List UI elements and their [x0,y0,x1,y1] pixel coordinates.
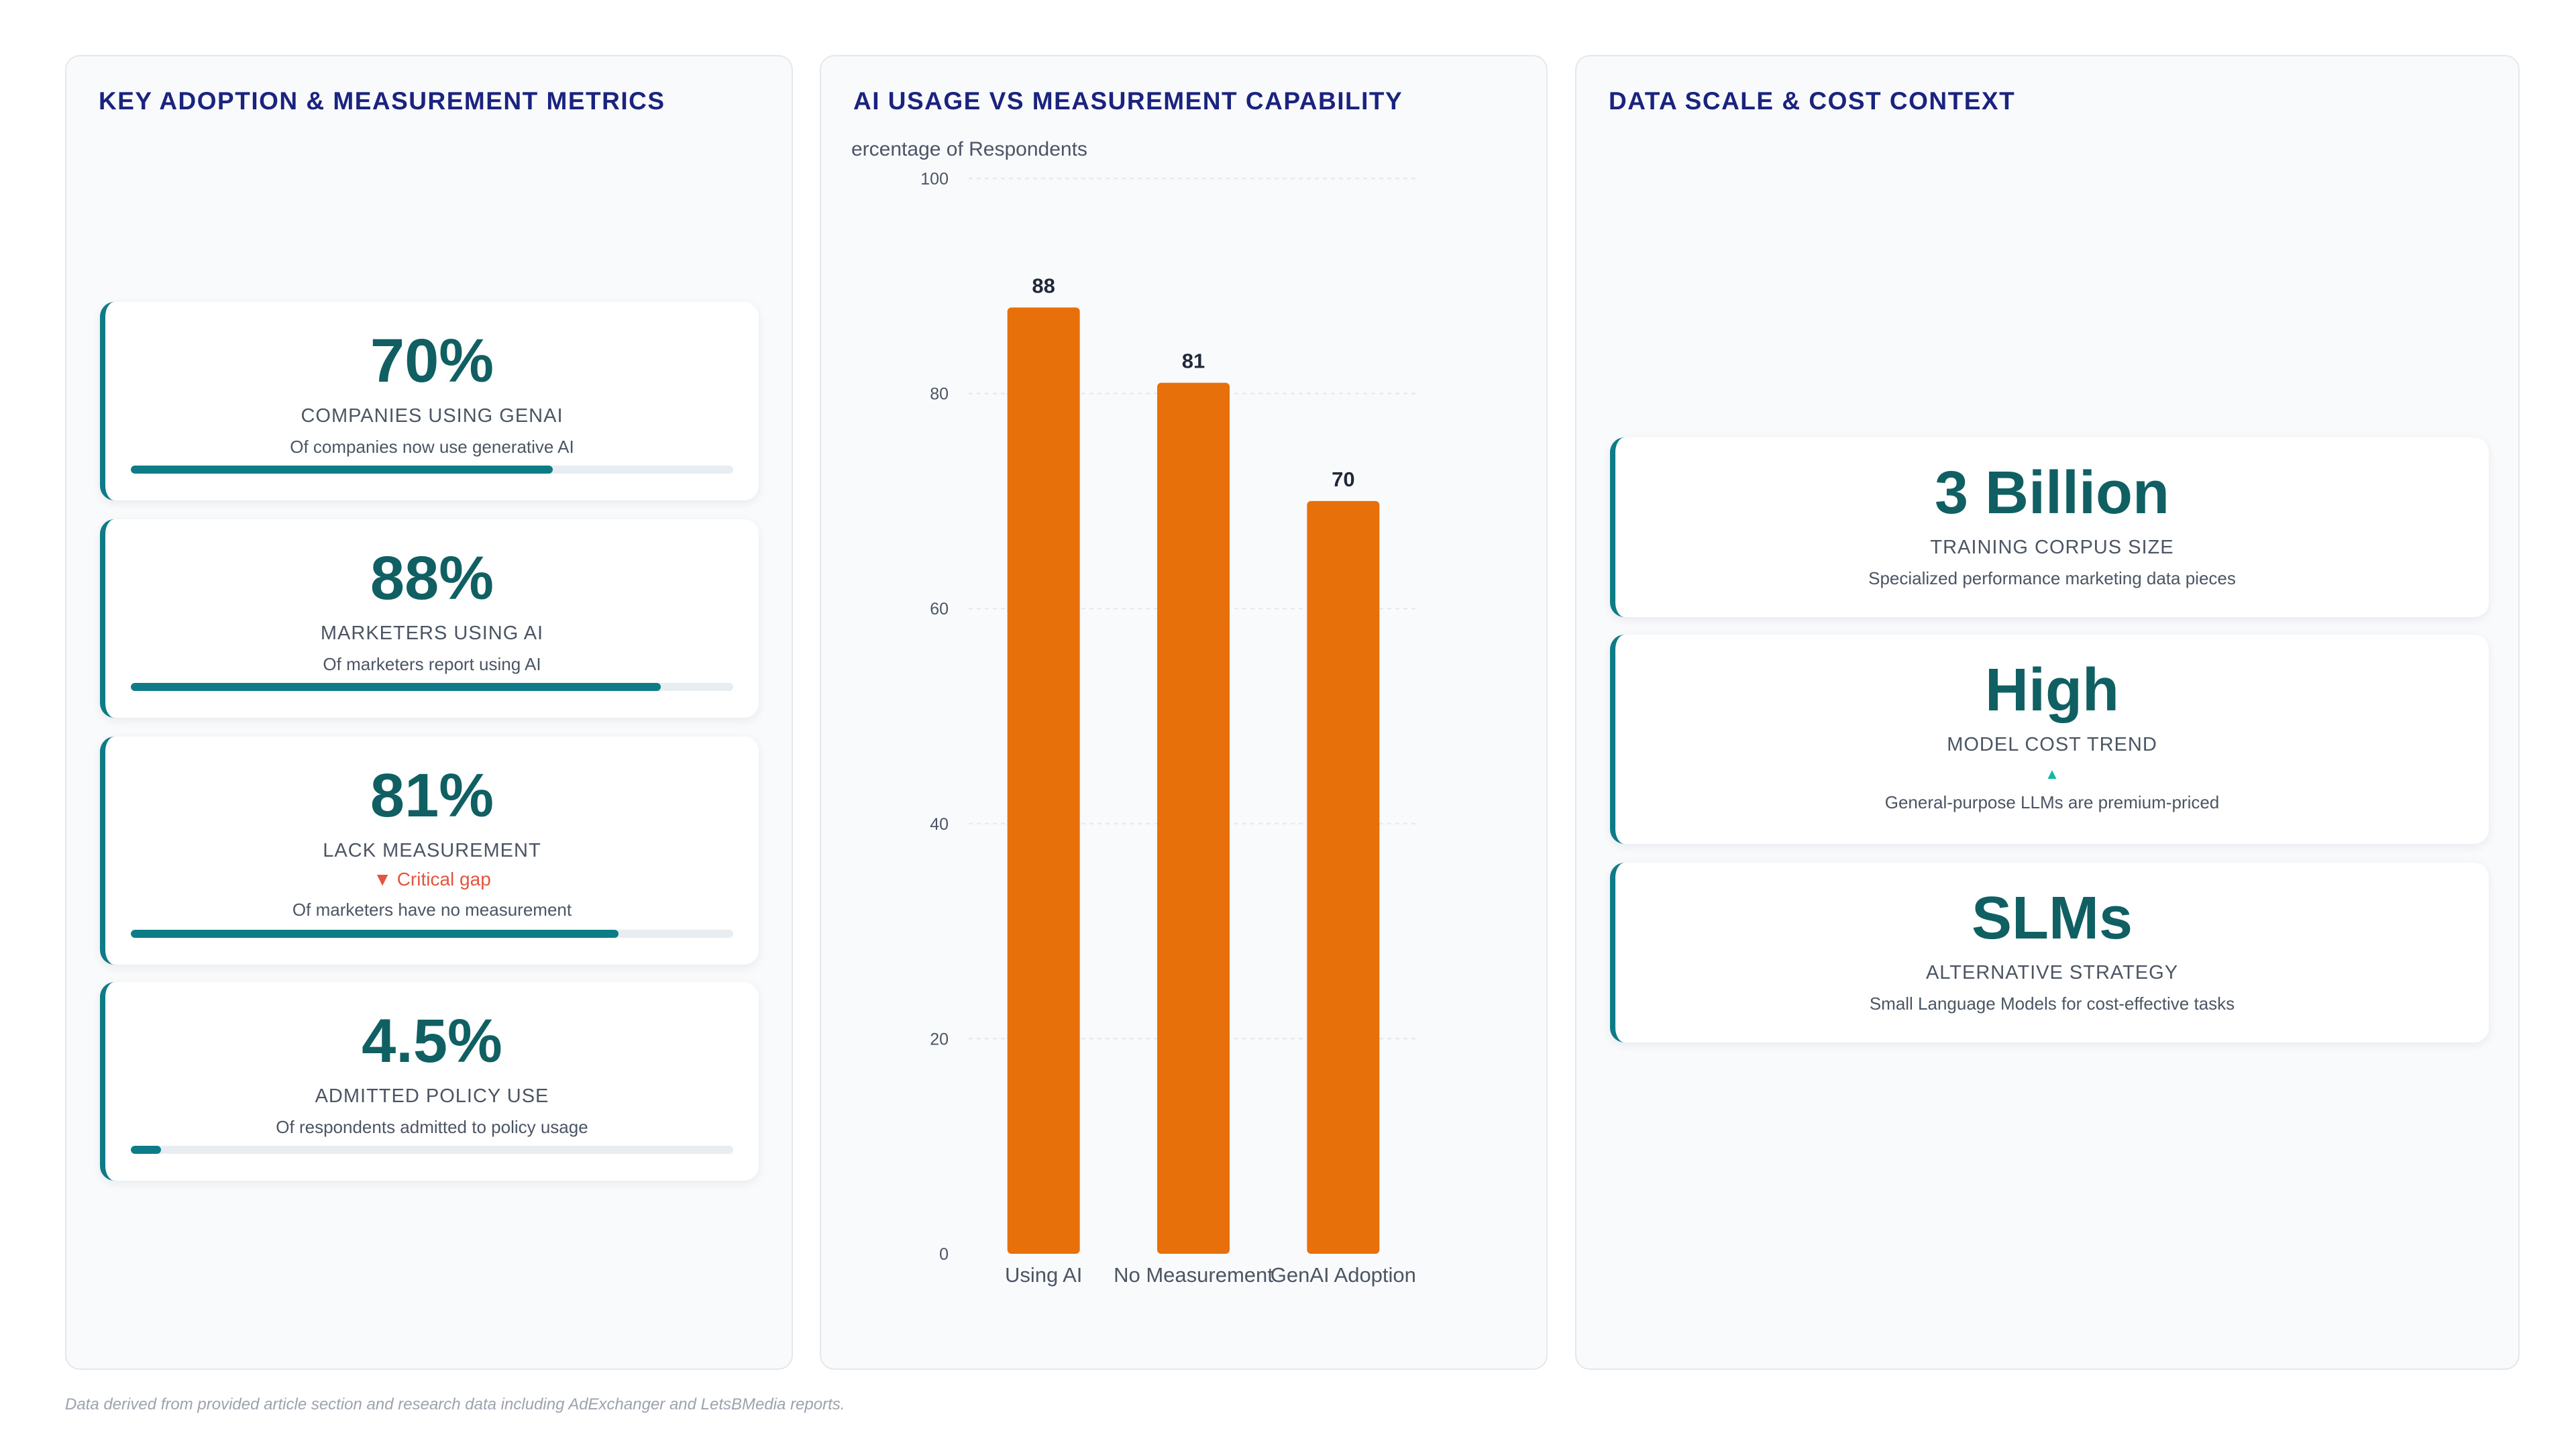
metric-value: 88% [370,544,494,612]
y-tick-label: 0 [939,1245,949,1264]
metric-label: LACK MEASUREMENT [323,840,541,861]
y-tick-label: 60 [930,600,949,619]
metric-description: Small Language Models for cost-effective… [1869,994,2235,1014]
metric-card-lack-measurement: 81% LACK MEASUREMENT ▼ Critical gap Of m… [100,737,759,965]
metric-description: Of respondents admitted to policy usage [276,1117,588,1137]
metric-card-alternative-strategy: SLMs ALTERNATIVE STRATEGY Small Language… [1610,863,2489,1042]
metric-label: TRAINING CORPUS SIZE [1930,537,2174,558]
metric-card-training-corpus: 3 Billion TRAINING CORPUS SIZE Specializ… [1610,437,2489,617]
metric-description: Of companies now use generative AI [290,437,574,457]
metric-description: General-purpose LLMs are premium-priced [1884,792,2220,812]
metric-value: SLMs [1971,885,2133,952]
metric-label: MODEL COST TREND [1947,734,2157,755]
y-tick-label: 100 [920,170,949,189]
y-tick-label: 80 [930,385,949,404]
metric-label: ADMITTED POLICY USE [315,1085,549,1107]
panel-title: DATA SCALE & COST CONTEXT [1609,87,2016,115]
metric-value: High [1985,657,2119,724]
x-tick-label: Using AI [1005,1263,1082,1287]
bar [1007,307,1080,1254]
trend-up-icon: ▲ [2045,765,2059,782]
metric-description: Of marketers have no measurement [292,900,572,920]
bar [1157,382,1230,1254]
metric-card-marketers-ai: 88% MARKETERS USING AI Of marketers repo… [100,519,759,718]
data-label: 88 [1032,274,1055,297]
progress-fill [131,1146,161,1154]
progress-bar [131,1146,733,1154]
metric-card-companies-genai: 70% COMPANIES USING GENAI Of companies n… [100,302,759,500]
y-tick-label: 20 [930,1030,949,1049]
metric-value: 4.5% [362,1007,502,1075]
bar-chart: ercentage of Respondents 0 20 40 60 80 100 88 Us… [851,138,1418,1287]
critical-gap-alert: ▼ Critical gap [373,869,491,890]
metric-description: Specialized performance marketing data p… [1868,568,2236,588]
source-footnote: Data derived from provided article secti… [65,1395,845,1413]
usage-chart-panel: AI USAGE VS MEASUREMENT CAPABILITY ercen… [820,55,1548,1370]
panel-title: AI USAGE VS MEASUREMENT CAPABILITY [853,87,1403,115]
metric-value: 3 Billion [1934,460,2170,527]
progress-fill [131,466,553,474]
metric-label: ALTERNATIVE STRATEGY [1925,962,2179,983]
metric-label: COMPANIES USING GENAI [301,405,564,427]
metric-description: Of marketers report using AI [323,654,541,674]
y-axis-label: ercentage of Respondents [851,138,1087,160]
metric-value: 81% [370,761,494,830]
progress-bar [131,683,733,691]
progress-bar [131,466,733,474]
bar [1307,500,1380,1254]
data-label: 70 [1332,468,1354,491]
data-scale-panel: DATA SCALE & COST CONTEXT 3 Billion TRAI… [1575,55,2520,1370]
x-tick-label: GenAI Adoption [1271,1263,1416,1287]
x-tick-label: No Measurement [1114,1263,1273,1287]
progress-fill [131,683,661,691]
key-metrics-panel: KEY ADOPTION & MEASUREMENT METRICS 70% C… [65,55,793,1370]
progress-bar [131,930,733,938]
metric-card-policy-use: 4.5% ADMITTED POLICY USE Of respondents … [100,982,759,1181]
metric-label: MARKETERS USING AI [320,623,544,644]
y-tick-label: 40 [930,815,949,834]
data-label: 81 [1182,350,1205,373]
progress-fill [131,930,619,938]
metric-card-model-cost: High MODEL COST TREND ▲ General-purpose … [1610,635,2489,844]
panel-title: KEY ADOPTION & MEASUREMENT METRICS [99,87,665,115]
metric-value: 70% [370,327,494,395]
